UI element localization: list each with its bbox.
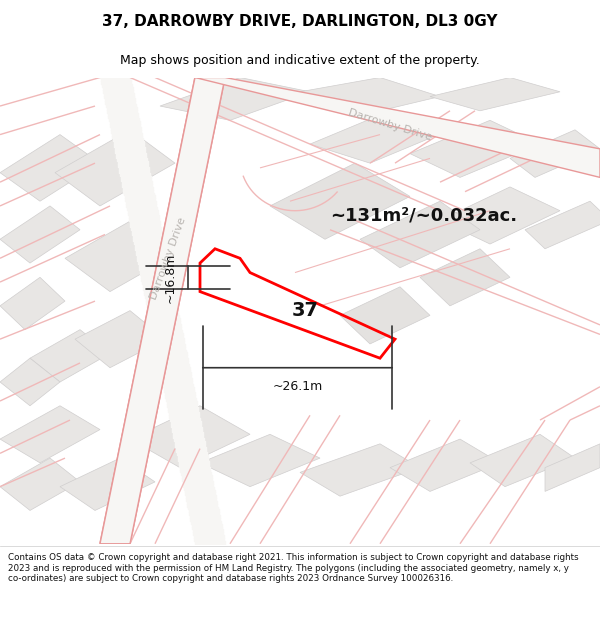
Polygon shape [75,311,165,368]
Polygon shape [0,458,80,511]
Polygon shape [270,163,410,239]
Polygon shape [430,78,560,111]
Polygon shape [310,111,450,163]
Polygon shape [0,406,100,463]
Text: Darrowby Drive: Darrowby Drive [148,216,188,301]
Text: 37, DARROWBY DRIVE, DARLINGTON, DL3 0GY: 37, DARROWBY DRIVE, DARLINGTON, DL3 0GY [102,14,498,29]
Polygon shape [300,78,440,116]
Polygon shape [200,434,320,487]
Polygon shape [525,201,600,249]
Text: 37: 37 [292,301,319,320]
Polygon shape [390,439,500,491]
Text: ~16.8m: ~16.8m [163,252,176,302]
Polygon shape [160,78,310,121]
Polygon shape [0,358,60,406]
Polygon shape [60,458,155,511]
Polygon shape [30,329,110,382]
Polygon shape [340,287,430,344]
Polygon shape [470,434,575,487]
Polygon shape [130,406,250,468]
Polygon shape [545,444,600,491]
Polygon shape [440,187,560,244]
Polygon shape [360,201,480,268]
Polygon shape [300,444,420,496]
Text: Darrowby Drive: Darrowby Drive [347,107,433,142]
Polygon shape [410,121,540,177]
Polygon shape [55,130,175,206]
Polygon shape [0,134,100,201]
Text: ~131m²/~0.032ac.: ~131m²/~0.032ac. [330,206,517,224]
Polygon shape [0,278,65,329]
Polygon shape [510,130,600,178]
Polygon shape [420,249,510,306]
Polygon shape [195,78,600,178]
Text: Contains OS data © Crown copyright and database right 2021. This information is : Contains OS data © Crown copyright and d… [8,554,578,583]
Polygon shape [100,78,225,544]
Polygon shape [65,216,185,292]
Text: Map shows position and indicative extent of the property.: Map shows position and indicative extent… [120,54,480,67]
Text: ~26.1m: ~26.1m [272,380,323,393]
Polygon shape [0,206,80,263]
